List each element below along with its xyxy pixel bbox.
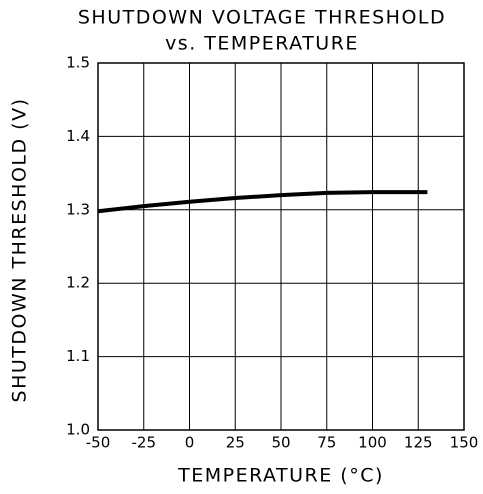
y-tick-label: 1.5 xyxy=(66,54,90,72)
chart-title: SHUTDOWN VOLTAGE THRESHOLD xyxy=(78,7,446,29)
x-tick-label: 0 xyxy=(185,434,195,452)
y-tick-label: 1.0 xyxy=(66,421,90,439)
x-tick-label: 75 xyxy=(317,434,336,452)
data-line xyxy=(97,190,428,214)
plot-frame xyxy=(97,62,465,431)
x-tick-label: 25 xyxy=(226,434,245,452)
x-tick-label: 100 xyxy=(358,434,387,452)
x-tick-label: 125 xyxy=(404,434,433,452)
y-tick-label: 1.1 xyxy=(66,347,90,365)
x-axis-label: TEMPERATURE (°C) xyxy=(177,465,384,487)
x-tick-label: -50 xyxy=(86,434,111,452)
x-tick-label: 150 xyxy=(450,434,479,452)
y-tick-label: 1.3 xyxy=(66,200,90,218)
y-tick-label: 1.2 xyxy=(66,274,90,292)
chart-subtitle: vs. TEMPERATURE xyxy=(165,33,359,55)
x-tick-label: 50 xyxy=(271,434,290,452)
y-axis-label: SHUTDOWN THRESHOLD (V) xyxy=(9,98,31,403)
x-tick-label: -25 xyxy=(132,434,157,452)
y-tick-label: 1.4 xyxy=(66,127,90,145)
